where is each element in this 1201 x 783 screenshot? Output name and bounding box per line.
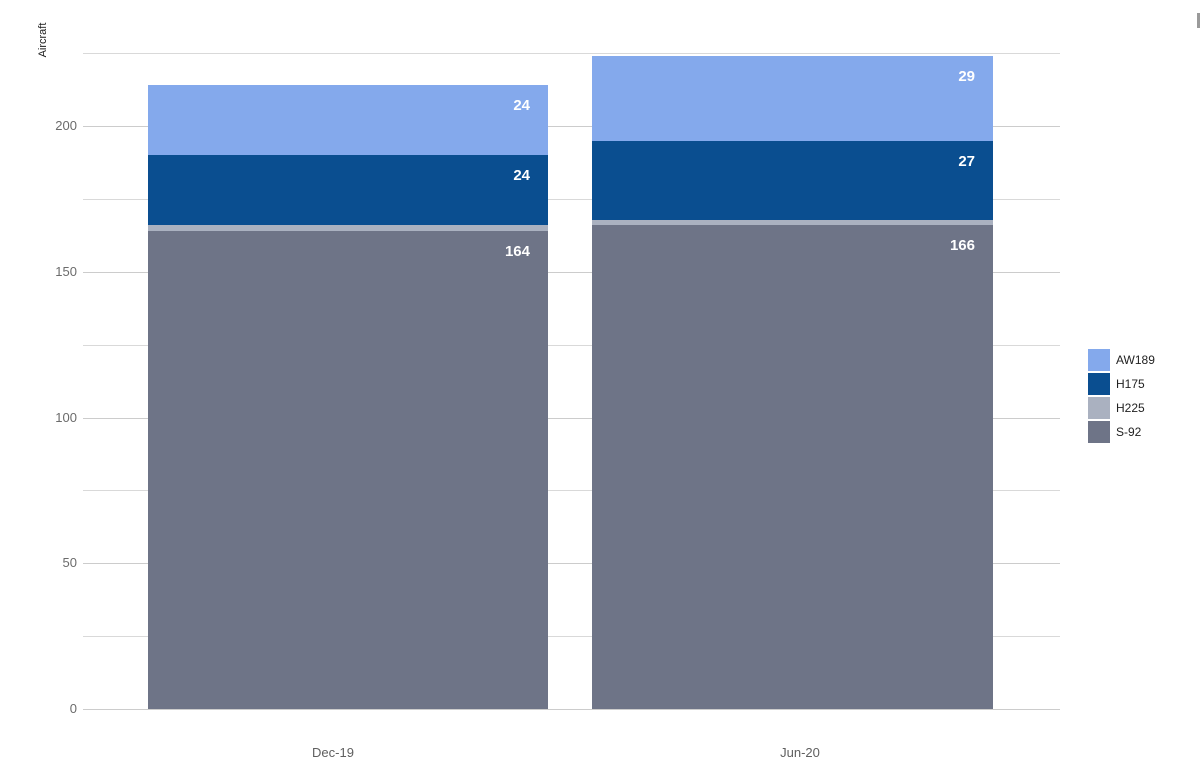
bar-segment-AW189-Jun-20[interactable]: 29 bbox=[592, 56, 993, 141]
gridline-minor-75 bbox=[83, 490, 1060, 491]
bar-value-label-AW189-Jun-20: 29 bbox=[958, 68, 975, 85]
x-axis-label-Dec-19: Dec-19 bbox=[312, 745, 354, 760]
y-axis-tick-label-200: 200 bbox=[55, 118, 77, 133]
gridline-150 bbox=[83, 272, 1060, 273]
gridline-200 bbox=[83, 126, 1060, 127]
legend-label-S-92: S-92 bbox=[1116, 425, 1142, 439]
legend-item-AW189[interactable]: AW189 bbox=[1088, 349, 1155, 371]
bar-value-label-H175-Jun-20: 27 bbox=[958, 153, 975, 170]
legend-swatch-H175 bbox=[1088, 373, 1110, 395]
legend-swatch-AW189 bbox=[1088, 349, 1110, 371]
y-axis-tick-label-0: 0 bbox=[69, 701, 77, 716]
x-axis-label-Jun-20: Jun-20 bbox=[780, 745, 820, 760]
bar-segment-S-92-Jun-20[interactable]: 166 bbox=[592, 225, 993, 709]
y-axis-tick-label-100: 100 bbox=[55, 410, 77, 425]
legend-label-AW189: AW189 bbox=[1116, 353, 1155, 367]
scrollbar-thumb-fragment[interactable] bbox=[1197, 13, 1200, 28]
bar-segment-H225-Jun-20[interactable] bbox=[592, 219, 993, 225]
bar-value-label-AW189-Dec-19: 24 bbox=[513, 97, 530, 114]
bar-value-label-S-92-Jun-20: 166 bbox=[949, 237, 975, 254]
gridline-minor-225 bbox=[83, 53, 1060, 54]
y-axis-tick-label-50: 50 bbox=[62, 555, 77, 570]
legend-label-H225: H225 bbox=[1116, 401, 1145, 415]
bar-segment-H225-Dec-19[interactable] bbox=[148, 225, 548, 231]
bar-segment-AW189-Dec-19[interactable]: 24 bbox=[148, 85, 548, 155]
legend-label-H175: H175 bbox=[1116, 377, 1145, 391]
gridline-minor-25 bbox=[83, 636, 1060, 637]
y-axis-title: Aircraft bbox=[37, 22, 49, 58]
legend-item-S-92[interactable]: S-92 bbox=[1088, 421, 1141, 443]
gridline-100 bbox=[83, 418, 1060, 419]
legend-swatch-H225 bbox=[1088, 397, 1110, 419]
legend-swatch-S-92 bbox=[1088, 421, 1110, 443]
bar-segment-H175-Jun-20[interactable]: 27 bbox=[592, 141, 993, 220]
gridline-minor-125 bbox=[83, 345, 1060, 346]
bar-segment-H175-Dec-19[interactable]: 24 bbox=[148, 155, 548, 225]
bar-value-label-S-92-Dec-19: 164 bbox=[504, 243, 530, 260]
bar-value-label-H175-Dec-19: 24 bbox=[513, 167, 530, 184]
gridline-0 bbox=[83, 709, 1060, 710]
legend-item-H225[interactable]: H225 bbox=[1088, 397, 1145, 419]
bar-segment-S-92-Dec-19[interactable]: 164 bbox=[148, 231, 548, 709]
y-axis-tick-label-150: 150 bbox=[55, 264, 77, 279]
gridline-50 bbox=[83, 563, 1060, 564]
legend-item-H175[interactable]: H175 bbox=[1088, 373, 1145, 395]
gridline-minor-175 bbox=[83, 199, 1060, 200]
